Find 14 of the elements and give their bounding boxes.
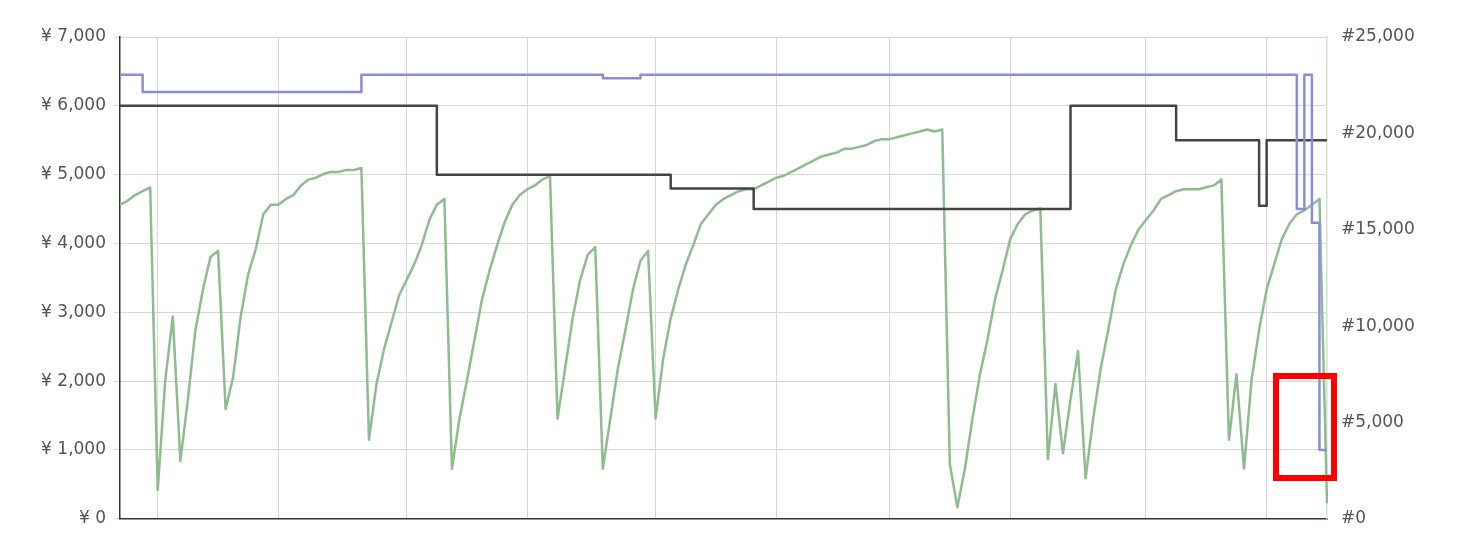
y2-tick-label: #10,000 xyxy=(1341,314,1415,335)
y-tick-label: ¥ 0 xyxy=(78,507,106,528)
y-tick-label: ¥ 3,000 xyxy=(41,300,106,321)
y-tick-label: ¥ 7,000 xyxy=(41,25,106,46)
y-tick-label: ¥ 5,000 xyxy=(41,163,106,184)
y-tick-label: ¥ 1,000 xyxy=(41,438,106,459)
y2-tick-label: #15,000 xyxy=(1341,218,1415,239)
y2-tick-label: #5,000 xyxy=(1341,410,1404,431)
y2-tick-label: #20,000 xyxy=(1341,121,1415,142)
y-tick-label: ¥ 4,000 xyxy=(41,231,106,252)
y-tick-label: ¥ 6,000 xyxy=(41,94,106,115)
y2-tick-label: #25,000 xyxy=(1341,25,1415,46)
y2-tick-label: #0 xyxy=(1341,507,1367,528)
y-tick-label: ¥ 2,000 xyxy=(41,369,106,390)
